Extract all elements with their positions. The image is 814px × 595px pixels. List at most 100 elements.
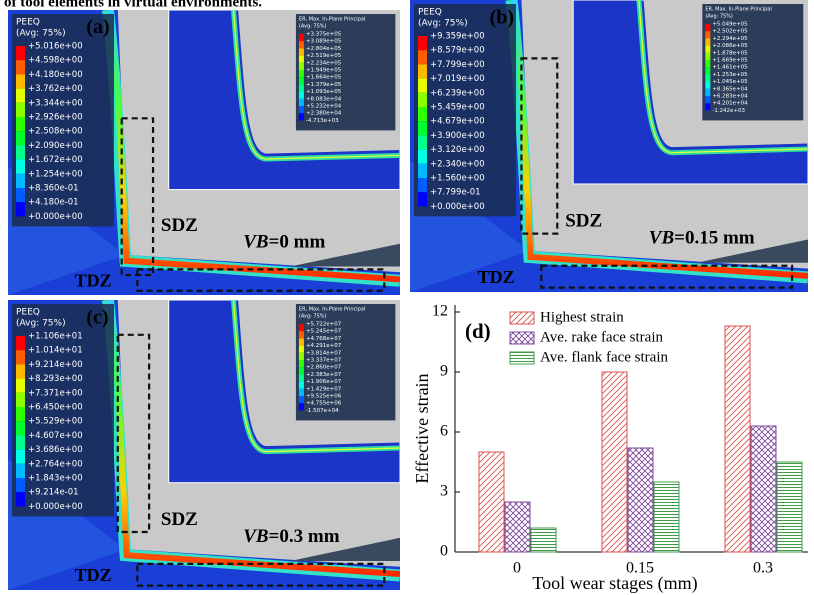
legend-subtitle: (Avg: 75%) xyxy=(16,319,66,329)
legend-swatch xyxy=(298,403,304,411)
bar xyxy=(724,325,751,553)
legend-subtitle: (Avg: 75%) xyxy=(16,29,66,39)
legend-value: +7.799e-01 xyxy=(430,188,481,198)
vb-symbol: VB xyxy=(243,232,268,253)
legend-value: +2.860e+07 xyxy=(306,365,342,371)
inset-band-core xyxy=(232,10,400,160)
bar xyxy=(750,425,777,553)
inset-band-core xyxy=(232,300,400,453)
vb-symbol: VB xyxy=(649,228,674,249)
legend-swatch xyxy=(16,46,25,61)
legend-value: +5.722e+07 xyxy=(306,322,342,328)
legend-swatch xyxy=(418,107,427,122)
legend-swatch xyxy=(298,331,304,339)
legend-value: +4.201e+04 xyxy=(712,101,748,107)
chart-title: (d) xyxy=(465,319,491,343)
legend-swatch xyxy=(16,117,25,132)
legend-value: +7.799e+00 xyxy=(430,60,485,70)
bar xyxy=(601,371,628,553)
legend-value: +1.254e+00 xyxy=(28,169,83,179)
bar xyxy=(478,451,505,553)
legend-swatch xyxy=(705,74,711,82)
x-tick-label: 0.15 xyxy=(626,560,654,577)
legend-title: PEEQ xyxy=(16,18,40,28)
legend-subtitle: (Avg: 75%) xyxy=(299,314,327,320)
tdz-label: TDZ xyxy=(75,270,112,290)
legend-value: +9.359e+00 xyxy=(430,32,485,42)
legend-swatch xyxy=(509,311,535,325)
legend-value: +1.093e+05 xyxy=(306,89,342,95)
bar xyxy=(776,461,803,553)
legend-swatch xyxy=(418,163,427,178)
legend-swatch xyxy=(16,364,25,379)
vb-symbol: VB xyxy=(243,526,268,547)
legend-value: +7.019e+00 xyxy=(430,74,485,84)
legend-value: +1.379e+05 xyxy=(306,82,342,88)
legend-swatch xyxy=(705,88,711,96)
legend-value: +8.360e-01 xyxy=(28,184,79,194)
legend-value: +9.525e+06 xyxy=(306,394,342,400)
legend-swatch xyxy=(16,88,25,103)
legend-swatch xyxy=(16,421,25,436)
legend-swatch xyxy=(418,92,427,107)
legend-swatch xyxy=(705,103,711,111)
legend-value: +2.764e+00 xyxy=(28,459,83,469)
y-tick-label: 6 xyxy=(440,423,448,440)
tdz-box xyxy=(136,562,386,587)
legend-swatch xyxy=(298,55,304,63)
legend-value: +5.232e+04 xyxy=(306,104,342,110)
sdz-label: SDZ xyxy=(565,210,602,231)
legend-swatch xyxy=(298,34,304,42)
legend-value: +8.083e+04 xyxy=(306,96,342,102)
legend-swatch xyxy=(16,392,25,407)
legend-value: +3.375e+05 xyxy=(306,32,342,38)
legend-value: +3.120e+00 xyxy=(430,145,485,155)
y-tick-label: 9 xyxy=(440,363,448,380)
legend-swatch xyxy=(298,345,304,353)
legend-swatch xyxy=(705,81,711,89)
legend-swatch xyxy=(418,64,427,79)
legend-swatch xyxy=(298,91,304,99)
legend-swatch xyxy=(16,407,25,422)
x-tick-label: 0.3 xyxy=(753,560,773,577)
legend-value: +4.598e+00 xyxy=(28,56,83,66)
legend-swatch xyxy=(418,135,427,150)
legend-title: PEEQ xyxy=(16,308,40,318)
legend-value: +3.762e+00 xyxy=(28,84,83,94)
legend-value: +4.291e+07 xyxy=(306,343,342,349)
chip-band xyxy=(511,0,808,279)
legend-title: ER, Max. In-Plane Principal xyxy=(299,17,365,23)
panel-label: (a) xyxy=(86,16,109,38)
x-tick-label: 0 xyxy=(513,560,521,577)
legend-value: +1.949e+05 xyxy=(306,68,342,74)
legend-value: +5.459e+00 xyxy=(430,103,485,113)
legend-swatch xyxy=(705,96,711,104)
legend-swatch xyxy=(16,188,25,203)
legend-value: +1.664e+05 xyxy=(306,75,342,81)
legend-value: +3.337e+07 xyxy=(306,358,342,364)
legend-swatch xyxy=(418,192,427,207)
legend-swatch xyxy=(705,24,711,32)
legend-value: +6.450e+00 xyxy=(28,403,83,413)
legend-swatch xyxy=(16,131,25,146)
legend-value: +4.607e+00 xyxy=(28,431,83,441)
legend-swatch xyxy=(16,350,25,365)
legend-swatch xyxy=(418,78,427,93)
legend-value: +2.340e+00 xyxy=(430,159,485,169)
legend-swatch xyxy=(298,41,304,49)
legend-value: +9.214e+00 xyxy=(28,360,83,370)
legend-title: ER, Max. In-Plane Principal xyxy=(299,307,365,313)
legend-swatch xyxy=(705,52,711,60)
legend-value: +5.049e+05 xyxy=(712,22,748,28)
legend-swatch xyxy=(16,449,25,464)
legend-swatch xyxy=(16,202,25,217)
legend-swatch xyxy=(298,360,304,368)
legend-swatch xyxy=(298,381,304,389)
legend-swatch xyxy=(16,492,25,507)
legend-swatch xyxy=(16,102,25,117)
legend-swatch xyxy=(509,331,535,345)
legend-value: +1.461e+05 xyxy=(712,65,748,71)
legend-swatch xyxy=(418,149,427,164)
legend-title: PEEQ xyxy=(418,8,442,18)
